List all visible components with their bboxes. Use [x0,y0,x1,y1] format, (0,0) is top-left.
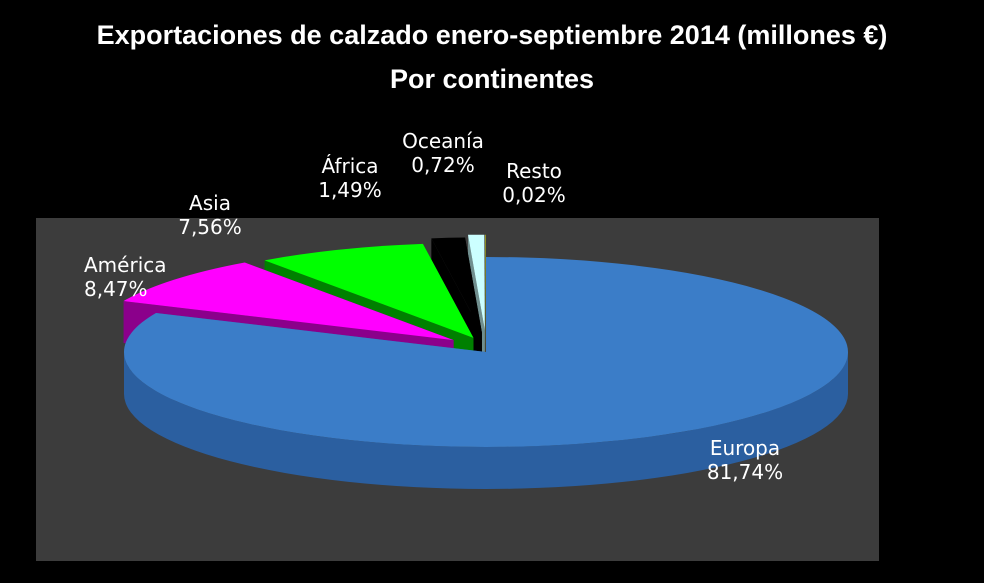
slice-top-oceania [467,234,485,330]
slice-top-africa [431,237,482,333]
slice-side-europa [124,352,848,489]
slice-name-asia: Asia [189,191,231,215]
slice-name-america: América [84,253,167,277]
slice-label-oceania: Oceanía 0,72% [388,129,498,177]
slice-name-europa: Europa [709,436,781,460]
slice-label-africa: África 1,49% [300,154,400,202]
slice-top-europa [123,257,848,448]
slice-label-resto: Resto 0,02% [484,159,584,207]
slice-value-asia: 7,56% [178,215,242,239]
slice-label-asia: Asia 7,56% [160,191,260,239]
slice-name-resto: Resto [506,159,562,183]
slice-value-africa: 1,49% [318,178,382,202]
slice-name-oceania: Oceanía [402,129,484,153]
chart-title: Exportaciones de calzado enero-septiembr… [96,20,888,50]
slice-top-america [123,262,454,341]
slice-value-europa: 81,74% [706,460,784,484]
slice-label-america: América 8,47% [84,253,167,301]
slice-value-america: 8,47% [84,277,148,301]
slice-name-africa: África [321,154,379,178]
slice-top-asia [264,243,474,338]
pie-slice-europa [123,257,848,489]
chart-subtitle: Por continentes [389,64,595,94]
slice-value-resto: 0,02% [502,183,566,207]
slice-value-oceania: 0,72% [411,153,475,177]
slice-label-europa: Europa 81,74% [685,436,805,484]
